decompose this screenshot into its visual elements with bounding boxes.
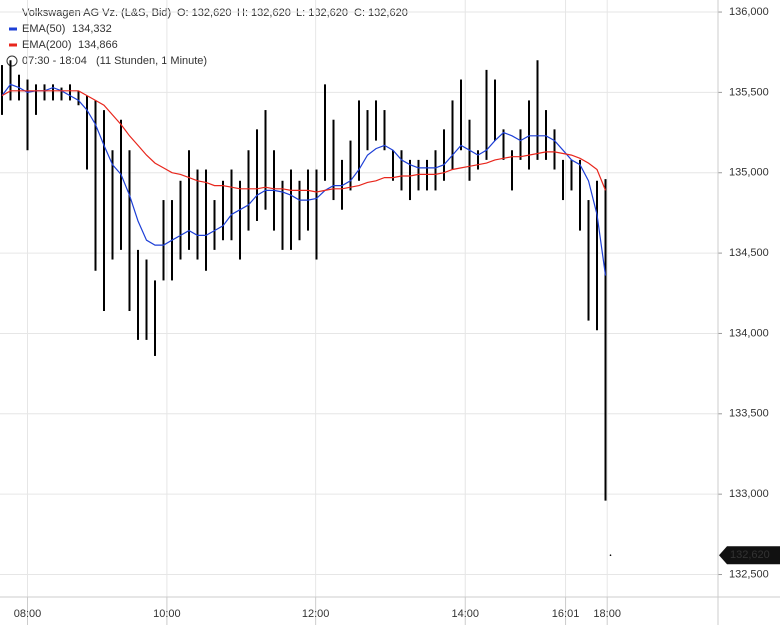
y-tick-label: 134,000 [729,327,769,339]
y-tick-label: 133,500 [729,408,769,420]
x-tick-label: 18:00 [593,608,621,620]
quote-low: L: 132,620 [296,7,348,19]
y-tick-label: 133,000 [729,488,769,500]
y-tick-label: 136,000 [729,6,769,18]
ema-line [1,90,607,193]
clock-icon [6,55,18,67]
last-price-dot [609,554,612,557]
quote-high: H: 132,620 [237,7,291,19]
quote-open: O: 132,620 [177,7,231,19]
legend-value: 134,866 [78,39,118,51]
header: Volkswagen AG Vz. (L&S, Bid) O: 132,620 … [6,7,408,67]
y-tick-label: 135,500 [729,86,769,98]
x-tick-label: 08:00 [14,608,42,620]
time-range: 07:30 - 18:04 [22,55,87,67]
legend-label: EMA(200) [22,39,72,51]
last-price-label: 132,620 [730,549,770,561]
legend-value: 134,332 [72,23,112,35]
x-tick-label: 14:00 [451,608,479,620]
legend-label: EMA(50) [22,23,65,35]
x-tick-label: 12:00 [302,608,330,620]
ema-line [1,83,607,276]
quote-close: C: 132,620 [354,7,408,19]
chart-title: Volkswagen AG Vz. (L&S, Bid) [22,7,171,19]
y-tick-label: 135,000 [729,167,769,179]
x-tick-label: 16:01 [552,608,580,620]
last-price-tag [719,546,780,565]
y-tick-label: 132,500 [729,568,769,580]
duration: (11 Stunden, 1 Minute) [96,55,207,67]
y-tick-label: 134,500 [729,247,769,259]
x-tick-label: 10:00 [153,608,181,620]
